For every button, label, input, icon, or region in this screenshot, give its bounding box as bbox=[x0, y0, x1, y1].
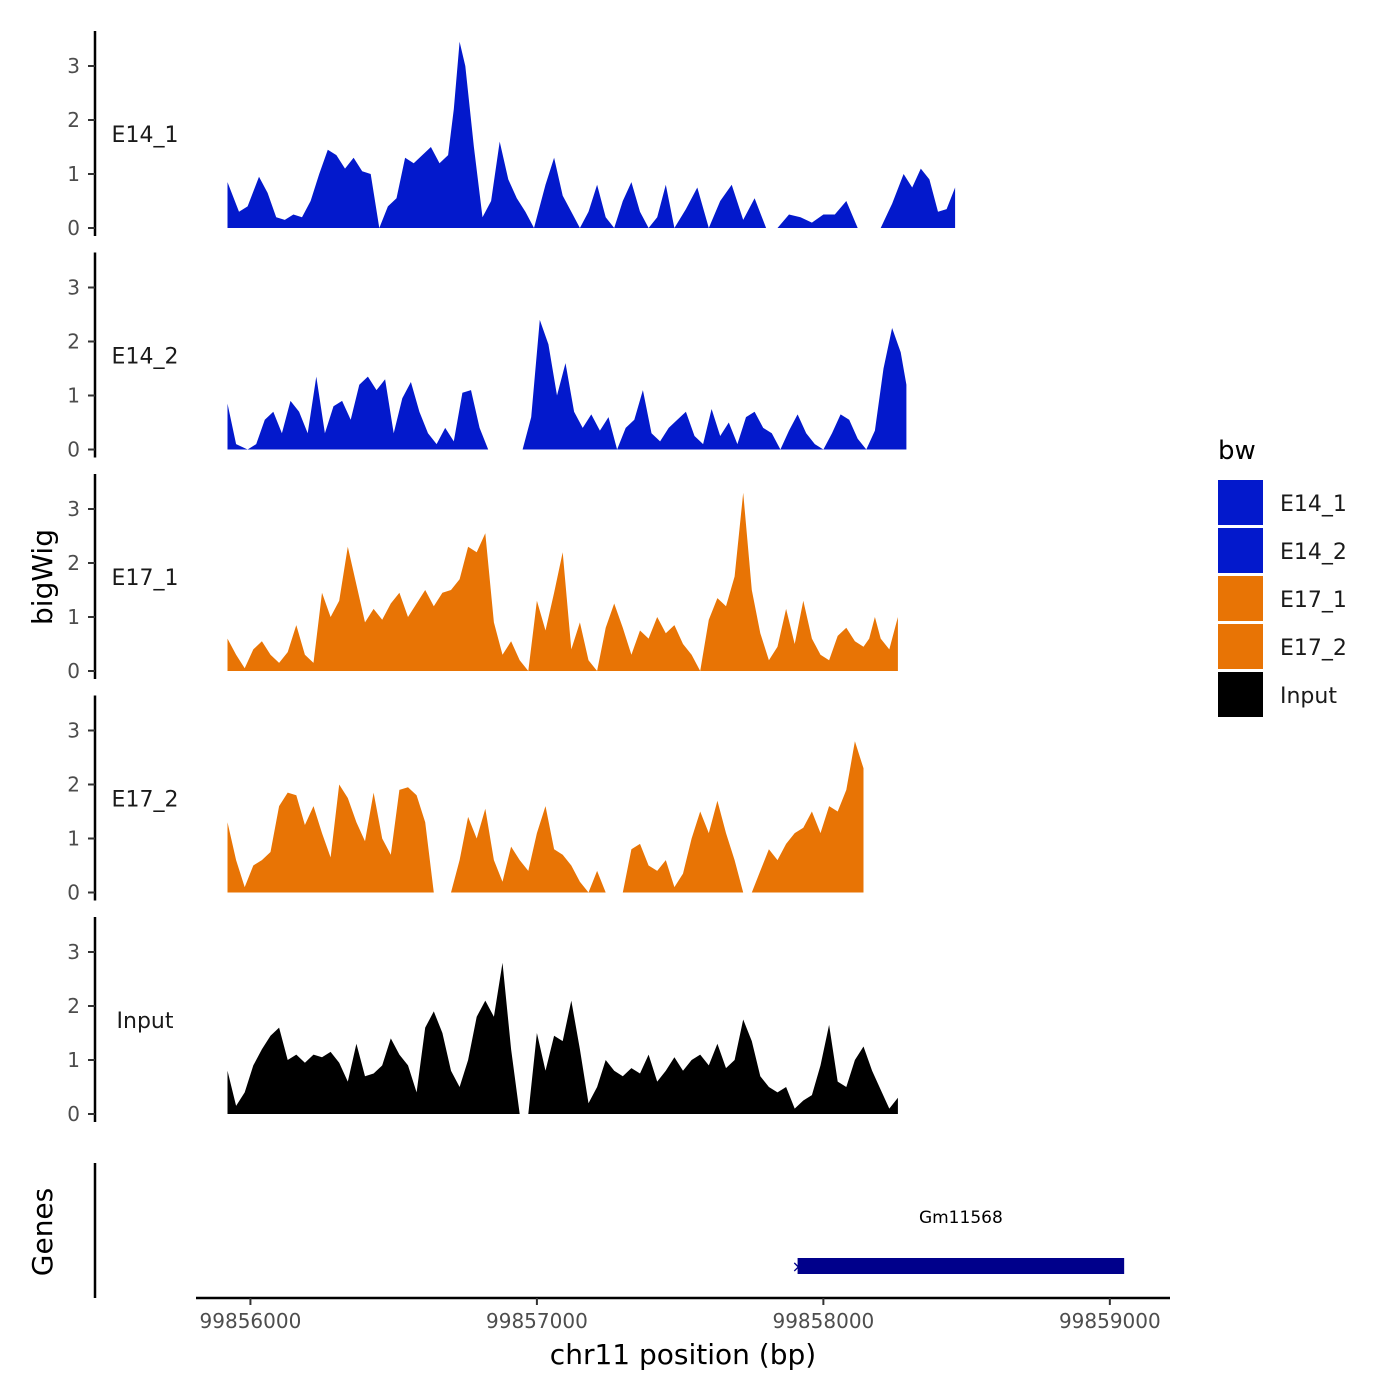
signal-tracks: 0 1 2 3 E14_1 0 1 2 3 E14_2 0 1 2 3 E17_1 0 1 2 3 E17_2 0 1 2 3… bbox=[67, 31, 956, 1126]
gene-features: × Gm11568 bbox=[792, 1208, 1125, 1276]
track-E14_1: 0 1 2 3 E14_1 bbox=[67, 31, 956, 240]
x-axis-title: chr11 position (bp) bbox=[550, 1338, 816, 1371]
y-tick-label: 3 bbox=[67, 54, 80, 78]
signal-area-Input bbox=[227, 962, 898, 1114]
y-tick-label: 3 bbox=[67, 497, 80, 521]
track-E17_1: 0 1 2 3 E17_1 bbox=[67, 474, 898, 683]
y-tick-label: 1 bbox=[67, 384, 80, 408]
genes-axis-title: Genes bbox=[26, 1188, 59, 1276]
y-tick-label: 2 bbox=[67, 108, 80, 132]
legend: bw E14_1 E14_2 E17_1 E17_2 Input bbox=[1218, 436, 1347, 717]
signal-area-E17_2 bbox=[227, 741, 864, 893]
y-tick-label: 1 bbox=[67, 1048, 80, 1072]
track-E14_2: 0 1 2 3 E14_2 bbox=[67, 252, 907, 462]
legend-swatch bbox=[1218, 576, 1263, 621]
y-tick-label: 0 bbox=[67, 881, 80, 905]
x-tick-label: 99857000 bbox=[486, 1309, 588, 1333]
x-tick-label: 99856000 bbox=[200, 1309, 302, 1333]
track-label: E14_2 bbox=[112, 345, 179, 370]
track-label: E17_2 bbox=[112, 788, 179, 813]
x-axis: 99856000 99857000 99858000 99859000 chr11 p… bbox=[196, 1296, 1170, 1371]
signal-area-E17_1 bbox=[227, 492, 898, 671]
genes-panel: Genes × Gm11568 bbox=[26, 1163, 1125, 1298]
y-tick-label: 2 bbox=[67, 330, 80, 354]
legend-swatch bbox=[1218, 624, 1263, 669]
y-tick-label: 1 bbox=[67, 605, 80, 629]
signal-area-E14_2 bbox=[227, 319, 907, 450]
legend-items: E14_1 E14_2 E17_1 E17_2 Input bbox=[1218, 480, 1347, 717]
gene-body bbox=[797, 1258, 1125, 1274]
y-tick-label: 2 bbox=[67, 551, 80, 575]
track-label: E14_1 bbox=[112, 123, 179, 148]
y-tick-label: 0 bbox=[67, 438, 80, 462]
track-label: E17_1 bbox=[112, 566, 179, 591]
y-tick-label: 1 bbox=[67, 162, 80, 186]
x-tick-label: 99859000 bbox=[1059, 1309, 1161, 1333]
signal-area-E14_1 bbox=[227, 41, 956, 229]
y-tick-label: 0 bbox=[67, 659, 80, 683]
legend-label: E17_1 bbox=[1280, 588, 1347, 613]
legend-swatch bbox=[1218, 672, 1263, 717]
y-tick-label: 3 bbox=[67, 940, 80, 964]
legend-label: E14_2 bbox=[1280, 540, 1347, 565]
legend-swatch bbox=[1218, 480, 1263, 525]
y-tick-label: 2 bbox=[67, 773, 80, 797]
track-E17_2: 0 1 2 3 E17_2 bbox=[67, 695, 864, 905]
track-Input: 0 1 2 3 Input bbox=[67, 917, 898, 1126]
legend-label: E14_1 bbox=[1280, 492, 1347, 517]
y-tick-label: 3 bbox=[67, 276, 80, 300]
strand-arrow-icon: × bbox=[792, 1257, 805, 1276]
y-tick-label: 1 bbox=[67, 827, 80, 851]
gene-label: Gm11568 bbox=[919, 1208, 1003, 1228]
y-tick-label: 2 bbox=[67, 994, 80, 1018]
y-tick-label: 0 bbox=[67, 216, 80, 240]
y-axis-title: bigWig bbox=[26, 529, 59, 625]
legend-label: Input bbox=[1280, 684, 1337, 709]
legend-label: E17_2 bbox=[1280, 636, 1347, 661]
x-axis-ticks: 99856000 99857000 99858000 99859000 bbox=[200, 1298, 1161, 1333]
track-label: Input bbox=[117, 1009, 174, 1034]
y-tick-label: 3 bbox=[67, 719, 80, 743]
x-tick-label: 99858000 bbox=[772, 1309, 874, 1333]
y-tick-label: 0 bbox=[67, 1102, 80, 1126]
legend-swatch bbox=[1218, 528, 1263, 573]
legend-title: bw bbox=[1218, 436, 1256, 466]
